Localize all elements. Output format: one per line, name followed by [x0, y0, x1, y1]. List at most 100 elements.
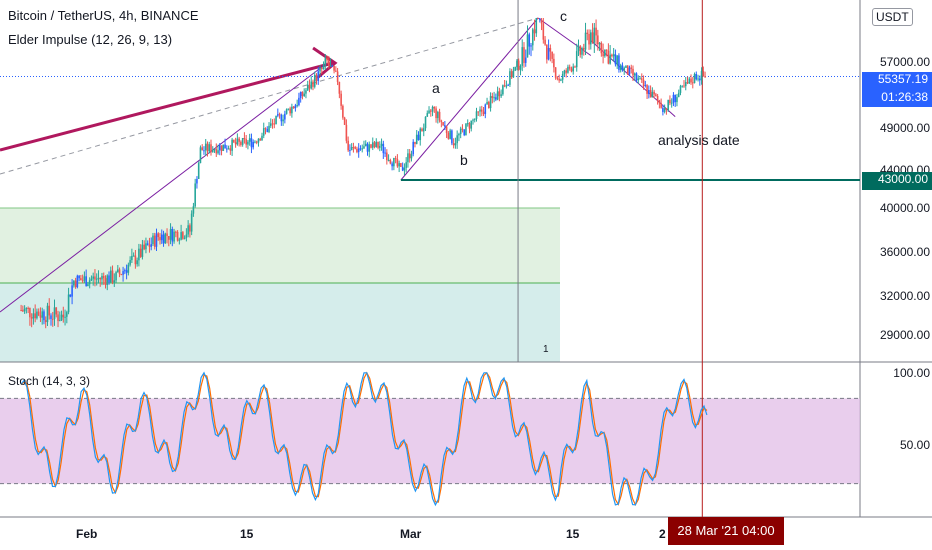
candle-body: [558, 78, 560, 81]
candle-body: [394, 158, 397, 160]
candle-body: [301, 91, 304, 97]
candle-body: [442, 122, 444, 126]
candle-body: [233, 139, 235, 143]
candle-body: [364, 143, 367, 147]
candle-body: [180, 232, 182, 240]
candle-body: [581, 47, 583, 55]
candle-body: [537, 18, 539, 19]
candle-body: [257, 138, 260, 143]
candle-body: [676, 97, 678, 103]
candle-body: [88, 280, 91, 285]
candle-body: [76, 275, 79, 288]
candle-body: [136, 260, 138, 265]
candle-body: [368, 144, 371, 152]
candle-body: [129, 260, 131, 265]
candle-body: [134, 255, 137, 265]
candle-body: [127, 264, 130, 273]
candle-body: [509, 71, 511, 85]
candle-body: [46, 305, 49, 323]
crosshair-time-tag: 28 Mar '21 04:00: [668, 517, 784, 545]
candle-body: [343, 117, 346, 125]
candle-body: [491, 96, 494, 98]
candle-body: [528, 34, 531, 47]
candle-body: [145, 243, 147, 250]
candle-body: [551, 51, 553, 59]
candle-body: [39, 315, 42, 318]
candle-body: [458, 134, 460, 136]
level-tag: 43000.00: [862, 172, 932, 190]
candle-body: [454, 143, 457, 146]
candle-body: [567, 66, 569, 73]
candle-body: [691, 82, 694, 84]
candle-body: [97, 277, 100, 279]
candle-body: [644, 85, 647, 87]
candle-body: [29, 307, 31, 318]
candle-body: [57, 314, 59, 321]
candle-body: [503, 85, 506, 87]
candle-body: [294, 105, 297, 109]
candle-body: [507, 84, 509, 86]
candle-body: [106, 275, 109, 285]
candle-body: [380, 143, 383, 147]
candle-body: [357, 148, 360, 153]
candle-body: [665, 108, 668, 110]
candle-body: [553, 58, 555, 68]
candle-body: [271, 123, 274, 125]
candle-body: [505, 85, 508, 87]
candle-body: [560, 79, 562, 81]
trend-arrow-head: [312, 46, 338, 80]
candle-body: [124, 270, 126, 272]
candle-body: [319, 68, 321, 72]
candle-body: [637, 78, 640, 81]
range-count-label: 1: [543, 344, 549, 355]
candle-body: [595, 27, 597, 36]
candle-body: [185, 234, 188, 238]
candle-body: [609, 54, 611, 64]
candle-body: [674, 94, 676, 103]
price-tick: 29000.00: [879, 328, 930, 342]
candle-body: [630, 67, 633, 69]
candle-body: [292, 106, 295, 109]
currency-selector[interactable]: USDT: [872, 8, 913, 26]
candle-body: [254, 141, 256, 143]
candle-body: [572, 66, 575, 72]
candle-body: [211, 149, 214, 153]
candle-body: [363, 146, 365, 149]
candle-body: [475, 111, 478, 119]
indicator-title: Elder Impulse (12, 26, 9, 13): [8, 32, 173, 47]
candle-body: [159, 237, 161, 241]
price-tick: 40000.00: [879, 201, 930, 215]
candle-body: [690, 78, 692, 83]
candle-body: [419, 128, 422, 141]
candle-body: [118, 269, 121, 275]
candle-body: [312, 81, 314, 87]
candle-body: [639, 78, 641, 80]
candle-body: [85, 276, 87, 287]
candle-body: [502, 85, 504, 95]
candle-body: [262, 128, 265, 136]
candle-body: [386, 152, 388, 161]
candle-body: [459, 128, 462, 135]
stoch-tick: 50.00: [899, 438, 930, 452]
candle-body: [607, 50, 610, 64]
candle-body: [83, 276, 86, 281]
candle-body: [561, 73, 564, 80]
candle-body: [431, 106, 434, 112]
candle-body: [473, 118, 476, 120]
candle-body: [243, 137, 246, 140]
candle-body: [215, 149, 218, 154]
candle-body: [252, 141, 254, 148]
candle-body: [695, 74, 698, 80]
candle-body: [310, 81, 313, 89]
candle-body: [389, 159, 392, 164]
candle-body: [600, 42, 603, 54]
candle-body: [87, 284, 89, 287]
candle-body: [122, 271, 124, 275]
candle-body: [41, 311, 43, 318]
candle-body: [489, 96, 492, 109]
candle-body: [132, 255, 135, 257]
candle-body: [102, 275, 105, 279]
time-tick: Mar: [400, 527, 422, 541]
candle-body: [108, 275, 110, 283]
